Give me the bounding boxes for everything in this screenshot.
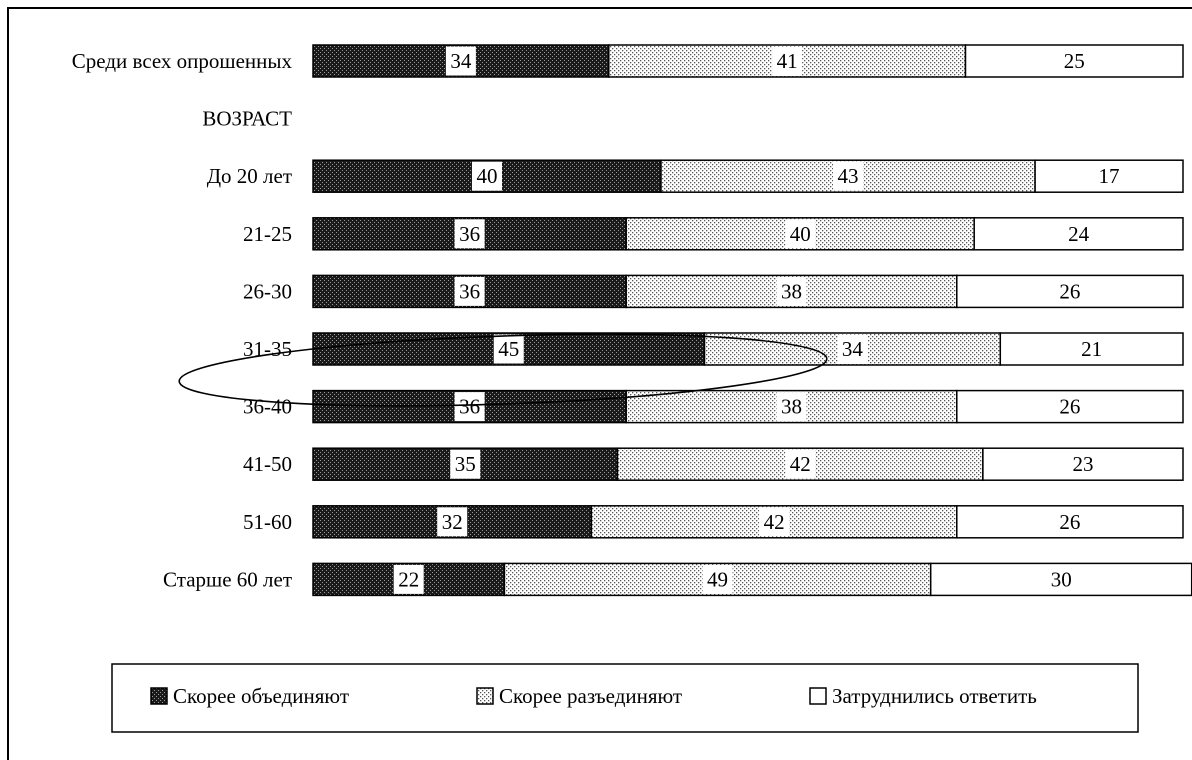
legend-items: Скорее объединяют Скорее разъединяют Затру… xyxy=(150,684,1037,708)
value-label-background xyxy=(493,334,524,364)
value-label: 36 xyxy=(459,279,480,303)
value-label: 26 xyxy=(1059,510,1080,534)
legend-label: Затруднились ответить xyxy=(832,684,1037,708)
category-label: ВОЗРАСТ xyxy=(202,107,292,131)
category-label: 41-50 xyxy=(243,452,292,476)
value-label-background xyxy=(393,564,424,594)
bar-segment xyxy=(956,389,1184,424)
value-label: 32 xyxy=(442,510,463,534)
value-label: 49 xyxy=(707,567,728,591)
value-label-background xyxy=(759,507,790,537)
value-label: 34 xyxy=(450,49,472,73)
value-label: 17 xyxy=(1099,164,1120,188)
bar-segment xyxy=(964,44,1184,78)
value-label: 38 xyxy=(781,395,802,419)
value-label: 25 xyxy=(1064,49,1085,73)
bar-segment xyxy=(956,274,1184,309)
bar-segment xyxy=(973,217,1184,251)
value-label-background xyxy=(702,564,733,594)
bar-segment xyxy=(999,332,1184,366)
value-label-background xyxy=(776,276,807,306)
value-label-background xyxy=(833,161,864,191)
value-label-background xyxy=(785,449,816,479)
value-label: 35 xyxy=(455,452,476,476)
value-label-background xyxy=(454,219,485,249)
value-label: 30 xyxy=(1051,567,1072,591)
value-label-background xyxy=(454,276,485,306)
category-labels: Среди всех опрошенных ВОЗРАСТ До 20 лет 21-… xyxy=(72,49,293,591)
highlight-ellipse xyxy=(178,333,828,407)
bar-segment xyxy=(1034,159,1184,193)
legend: Скорее объединяют Скорее разъединяют Затру… xyxy=(111,663,1139,733)
value-label-background xyxy=(450,449,481,479)
bar-segment xyxy=(982,447,1184,481)
value-label: 36 xyxy=(459,222,480,246)
bars xyxy=(312,44,1192,597)
legend-box xyxy=(111,663,1139,733)
value-label: 43 xyxy=(838,164,859,188)
value-label: 24 xyxy=(1068,222,1090,246)
value-label-background xyxy=(776,392,807,422)
value-label: 40 xyxy=(790,222,811,246)
value-label-background xyxy=(454,392,485,422)
value-label: 34 xyxy=(842,337,864,361)
category-label: 21-25 xyxy=(243,222,292,246)
value-label: 36 xyxy=(459,395,480,419)
value-label-background xyxy=(772,46,803,76)
value-label: 40 xyxy=(477,164,498,188)
value-label-background xyxy=(472,161,502,191)
value-label-background xyxy=(837,334,868,364)
bar-segment xyxy=(956,505,1184,539)
category-label: Старше 60 лет xyxy=(163,567,292,591)
category-label: 51-60 xyxy=(243,510,292,534)
value-label-background xyxy=(445,46,476,76)
value-labels: 34 41 25 40 43 17 36 40 24 36 38 26 45 34 21 36 38 26 35 42… xyxy=(393,46,1120,594)
value-label-background xyxy=(785,219,816,249)
value-label: 42 xyxy=(790,452,811,476)
value-label: 42 xyxy=(764,510,785,534)
value-label: 45 xyxy=(498,337,519,361)
legend-label: Скорее объединяют xyxy=(173,684,349,708)
value-label: 26 xyxy=(1059,279,1080,303)
value-label: 38 xyxy=(781,279,802,303)
value-label: 21 xyxy=(1081,337,1102,361)
legend-swatch xyxy=(809,687,827,705)
chart-frame xyxy=(7,7,1192,760)
value-label-background xyxy=(437,507,468,537)
category-label: 26-30 xyxy=(243,279,292,303)
value-label: 26 xyxy=(1059,395,1080,419)
value-label: 22 xyxy=(398,567,419,591)
value-label: 41 xyxy=(777,49,798,73)
legend-swatch xyxy=(476,687,494,705)
legend-label: Скорее разъединяют xyxy=(499,684,682,708)
category-label: Среди всех опрошенных xyxy=(72,49,293,73)
value-label: 23 xyxy=(1072,452,1093,476)
category-label: 36-40 xyxy=(243,395,292,419)
category-label: До 20 лет xyxy=(207,164,292,188)
legend-swatch xyxy=(150,687,168,705)
